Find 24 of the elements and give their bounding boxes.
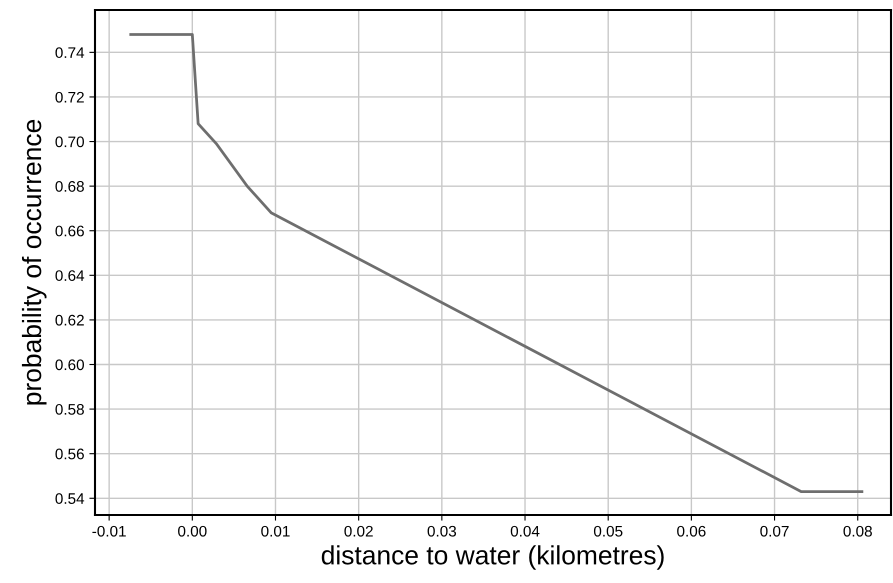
y-tick-label: 0.58 (55, 404, 84, 415)
line-series (129, 33, 864, 493)
x-tick-label: 0.08 (843, 526, 872, 537)
y-tick-label: 0.54 (55, 493, 84, 504)
y-tick-label: 0.68 (55, 181, 84, 192)
y-tick-label: 0.74 (55, 47, 84, 58)
x-tick-label: -0.01 (92, 526, 126, 537)
x-tick-label: 0.07 (760, 526, 789, 537)
x-tick-label: 0.00 (178, 526, 207, 537)
x-tick-label: 0.04 (510, 526, 540, 537)
y-tick-label: 0.64 (55, 270, 84, 282)
x-tick-label: 0.03 (428, 526, 456, 537)
y-tick-label: 0.62 (55, 314, 84, 326)
x-tick-label: 0.05 (594, 526, 622, 537)
x-tick-label: 0.06 (677, 526, 706, 537)
x-tick-label: 0.01 (261, 526, 290, 537)
y-tick-label: 0.66 (55, 226, 84, 236)
x-axis-title: distance to water (kilometres) (322, 545, 664, 570)
y-tick-label: 0.60 (55, 359, 84, 370)
x-tick-label: 0.02 (344, 526, 373, 537)
y-tick-label: 0.56 (55, 448, 84, 460)
y-tick-label: 0.70 (55, 136, 84, 148)
y-axis-title: probability of occurrence (22, 120, 47, 405)
y-tick-label: 0.72 (55, 92, 84, 103)
